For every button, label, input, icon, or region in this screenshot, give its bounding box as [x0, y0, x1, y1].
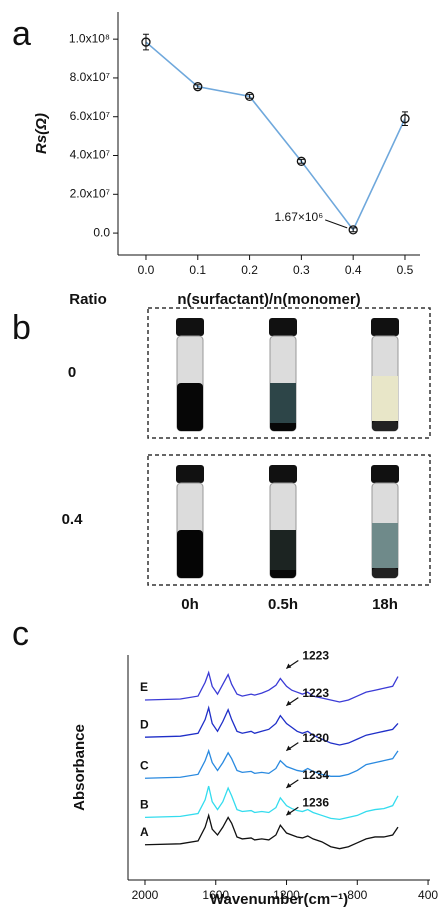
data-point	[193, 82, 203, 92]
y-tick-label: 8.0x10⁷	[70, 70, 110, 84]
y-tick-label: 2.0x10⁷	[70, 186, 110, 200]
x-tick-label: 400	[418, 888, 438, 902]
row-label: 0	[68, 364, 76, 381]
y-axis-label: Absorbance	[71, 724, 88, 811]
data-line	[144, 670, 399, 703]
x-tick-label: 1200	[273, 888, 300, 902]
series-label: D	[140, 717, 149, 731]
column-label: 18h	[372, 596, 398, 613]
arrow-head	[286, 810, 292, 816]
vial-sediment	[372, 421, 398, 431]
data-point	[348, 225, 358, 235]
x-tick-label: 2000	[132, 888, 159, 902]
series-label: C	[140, 758, 149, 772]
x-tick-label: 0.0	[138, 263, 155, 277]
vial-cap	[371, 465, 399, 483]
y-tick-label: 0.0	[93, 225, 110, 239]
series-label: A	[140, 825, 149, 839]
annotation: 1236	[302, 795, 329, 809]
photo-frame	[147, 307, 431, 439]
x-tick-label: 0.5	[397, 263, 414, 277]
error-bar	[298, 158, 305, 164]
data-line	[144, 748, 399, 779]
annotation-leader	[325, 219, 348, 229]
annotation: 1223	[302, 649, 329, 663]
vial-liquid-top	[372, 376, 398, 421]
data-line	[145, 41, 406, 232]
vial-liquid-top	[270, 383, 296, 423]
x-tick-label: 0.2	[241, 263, 258, 277]
series-label: E	[140, 680, 148, 694]
data-point	[296, 156, 307, 166]
x-tick-label: 1600	[202, 888, 229, 902]
x-tick-label: 0.4	[345, 263, 362, 277]
x-tick-label: 0.3	[293, 263, 310, 277]
vial-cap	[371, 318, 399, 336]
vial-cap	[176, 465, 204, 483]
vial-cap	[269, 318, 297, 336]
vial-liquid	[177, 530, 203, 578]
panel-letter: c	[12, 615, 29, 653]
error-bar	[246, 93, 253, 99]
vial-cap	[176, 318, 204, 336]
panel-letter: a	[12, 15, 31, 53]
y-axis-label: Rs(Ω)	[33, 113, 50, 154]
arrow-head	[286, 663, 292, 669]
annotation: 1234	[302, 768, 329, 782]
row-header: Ratio	[69, 291, 107, 308]
annotation: 1230	[302, 731, 329, 745]
x-axis-label: Wavenumber(cm⁻¹)	[210, 891, 348, 908]
series-label: B	[140, 798, 149, 812]
column-label: 0.5h	[268, 596, 298, 613]
data-line	[144, 813, 399, 850]
column-label: 0h	[181, 596, 199, 613]
y-tick-label: 6.0x10⁷	[70, 109, 110, 123]
data-point	[141, 37, 151, 47]
vial-liquid-top	[270, 530, 296, 570]
annotation: 1.67×10⁶	[275, 210, 324, 224]
x-axis-label: n(surfactant)/n(monomer)	[177, 291, 360, 308]
data-line	[144, 705, 399, 746]
y-tick-label: 1.0x10⁸	[69, 31, 110, 45]
x-tick-label: 0.1	[189, 263, 206, 277]
vial-sediment	[372, 568, 398, 578]
error-bar	[350, 227, 357, 233]
photo-frame	[147, 454, 431, 586]
panel-letter: b	[12, 309, 31, 347]
annotation: 1223	[302, 686, 329, 700]
data-point	[244, 91, 255, 102]
row-label: 0.4	[62, 511, 84, 528]
vial-liquid-top	[372, 523, 398, 568]
x-tick-label: 800	[347, 888, 367, 902]
arrow-head	[286, 782, 292, 788]
error-bar	[194, 84, 201, 90]
arrow-head	[286, 700, 292, 706]
vial-liquid	[177, 383, 203, 431]
data-line	[144, 785, 399, 821]
arrow-head	[286, 745, 292, 751]
data-point	[400, 114, 410, 124]
y-tick-label: 4.0x10⁷	[70, 148, 110, 162]
error-bar	[142, 33, 149, 51]
vial-cap	[269, 465, 297, 483]
